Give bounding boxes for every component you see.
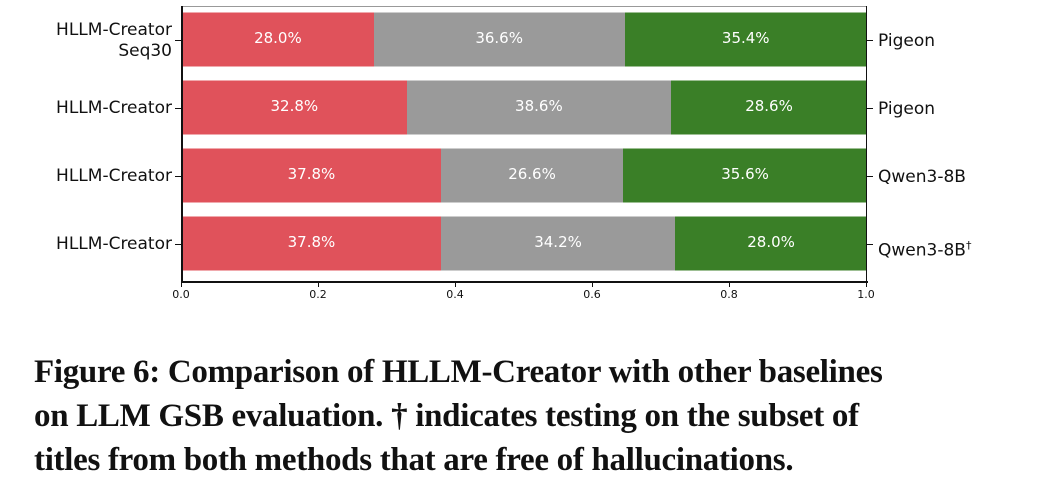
y-label-text: Pigeon: [878, 99, 936, 119]
bar-value-label: 34.2%: [534, 232, 582, 251]
bar-row-4: 37.8% 34.2% 28.0%: [182, 216, 867, 271]
bar-value-label: 35.6%: [721, 164, 769, 183]
x-tick: [592, 282, 593, 287]
x-tick: [866, 282, 867, 287]
x-tick-label: 0.8: [720, 288, 738, 301]
y-label-text: Qwen3-8B: [878, 167, 966, 187]
bar-value-label: 32.8%: [270, 96, 319, 115]
x-tick-label: 1.0: [857, 288, 875, 301]
bar-segment-bad: 28.6%: [671, 80, 867, 135]
dagger-mark: †: [965, 239, 972, 252]
y-label-text: Pigeon: [878, 31, 936, 51]
y-tick-left: [175, 244, 181, 245]
y-axis-left: [181, 6, 183, 283]
bar-value-label: 35.4%: [721, 28, 770, 47]
bar-segment-good: 37.8%: [182, 148, 441, 203]
x-tick: [729, 282, 730, 287]
x-tick: [181, 282, 182, 287]
y-label-text: Qwen3-8B: [878, 240, 966, 261]
plot-frame-top: [181, 6, 867, 7]
bar-segment-bad: 28.0%: [675, 216, 867, 271]
y-label-left-3: HLLM-Creator: [56, 166, 172, 187]
bar-value-label: 28.0%: [747, 232, 795, 251]
bar-segment-bad: 35.4%: [624, 12, 867, 67]
y-label-left-1: HLLM-Creator Seq30: [56, 20, 172, 62]
y-label-right-3: Qwen3-8B: [878, 167, 966, 188]
x-tick-label: 0.6: [583, 288, 601, 301]
bar-value-label: 37.8%: [287, 232, 336, 251]
y-tick-left: [175, 176, 181, 177]
x-tick-label: 0.0: [172, 288, 190, 301]
y-tick-right: [867, 108, 873, 109]
x-tick-label: 0.2: [309, 288, 327, 301]
x-tick-label: 0.4: [446, 288, 464, 301]
x-tick: [318, 282, 319, 287]
y-label-text: HLLM-Creator: [56, 234, 172, 254]
bar-value-label: 36.6%: [475, 28, 523, 47]
y-tick-right: [867, 244, 873, 245]
bar-segment-bad: 35.6%: [623, 148, 867, 203]
y-label-right-2: Pigeon: [878, 99, 935, 120]
bar-segment-good: 32.8%: [182, 80, 407, 135]
bar-segment-good: 28.0%: [182, 12, 374, 67]
figure-caption: Figure 6: Comparison of HLLM-Creator wit…: [34, 350, 1014, 482]
y-axis-right: [865, 6, 867, 283]
bar-row-2: 32.8% 38.6% 28.6%: [182, 80, 867, 135]
caption-line: titles from both methods that are free o…: [34, 442, 794, 478]
bar-value-label: 37.8%: [287, 164, 336, 183]
plot-area: 28.0% 36.6% 35.4% 32.8% 38.6% 28.6% 37.8…: [181, 6, 868, 283]
x-axis: [181, 281, 868, 283]
y-tick-left: [175, 40, 181, 41]
bar-row-3: 37.8% 26.6% 35.6%: [182, 148, 867, 203]
bar-value-label: 28.6%: [745, 96, 793, 115]
y-label-text: Seq30: [118, 41, 172, 61]
bar-value-label: 26.6%: [508, 164, 556, 183]
y-label-text: HLLM-Creator: [56, 20, 172, 40]
x-tick: [455, 282, 456, 287]
y-label-text: HLLM-Creator: [56, 166, 172, 186]
y-tick-left: [175, 108, 181, 109]
bar-segment-same: 38.6%: [406, 80, 672, 135]
bar-value-label: 28.0%: [254, 28, 302, 47]
y-label-left-4: HLLM-Creator: [56, 234, 172, 255]
y-label-right-1: Pigeon: [878, 31, 935, 52]
bar-segment-same: 34.2%: [440, 216, 676, 271]
bar-row-1: 28.0% 36.6% 35.4%: [182, 12, 867, 67]
bar-value-label: 38.6%: [515, 96, 563, 115]
bar-segment-good: 37.8%: [182, 216, 441, 271]
y-tick-right: [867, 40, 873, 41]
y-label-text: HLLM-Creator: [56, 98, 172, 118]
y-label-right-4: Qwen3-8B†: [878, 235, 971, 262]
caption-line: on LLM GSB evaluation. † indicates testi…: [34, 398, 859, 434]
bar-segment-same: 36.6%: [373, 12, 625, 67]
caption-line: Figure 6: Comparison of HLLM-Creator wit…: [34, 354, 883, 390]
bar-segment-same: 26.6%: [440, 148, 624, 203]
y-label-left-2: HLLM-Creator: [56, 98, 172, 119]
y-tick-right: [867, 176, 873, 177]
